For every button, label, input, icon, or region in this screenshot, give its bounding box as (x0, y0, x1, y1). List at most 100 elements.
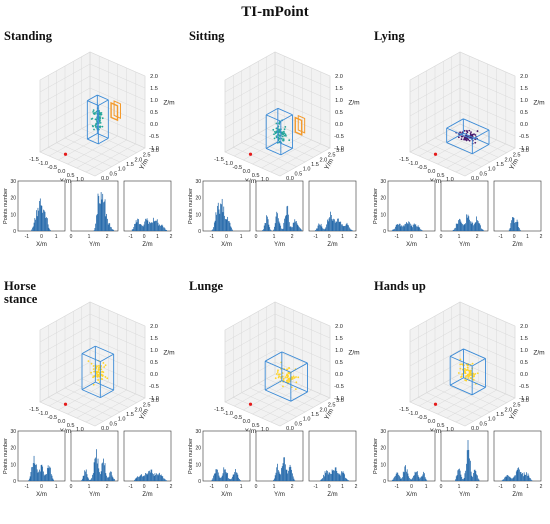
hist-bar (459, 218, 460, 231)
histograms: Points number 0 10 20 30 -1 0 1 X/m 0 1 2 Y/m -1 0 1 2 Z/… (3, 429, 173, 498)
grid-line (274, 111, 331, 137)
hist-bar (478, 479, 480, 481)
grid-line (89, 75, 146, 101)
point-cloud-point (282, 138, 285, 141)
y-tick-label: 0.5 (479, 171, 487, 177)
hist-bar (413, 223, 415, 231)
hist-bar (277, 218, 279, 231)
hist-bar (81, 480, 82, 481)
x-tick-label: 1.0 (261, 177, 269, 183)
hist-bar (337, 473, 338, 481)
grid-line (56, 142, 112, 167)
grid-line (274, 99, 331, 125)
hist-bar (269, 227, 271, 231)
hist-y-tick-label: 30 (10, 179, 16, 185)
grid-line (409, 373, 461, 403)
grid-line (241, 392, 297, 417)
y-tick-label: 3.0 (151, 148, 159, 154)
z-tick-label: 0.0 (520, 372, 528, 378)
hist-bar (468, 449, 470, 481)
y-tick-label: 1.0 (118, 417, 126, 423)
grid-line (39, 99, 91, 129)
point-cloud-point (293, 377, 296, 379)
hist-bar (164, 228, 166, 231)
hist-bar (465, 223, 467, 231)
hist-bar (299, 228, 301, 231)
hist-bar (455, 479, 456, 481)
hist-x-tick-label: 1 (156, 234, 159, 240)
hist-bar (37, 472, 39, 481)
grid-line (409, 337, 461, 367)
point-cloud-point (292, 375, 295, 378)
x-tick-label: 0.5 (437, 423, 445, 429)
hist-bar (38, 210, 40, 231)
grid-line (409, 123, 461, 153)
hist-bar (341, 224, 342, 231)
hist-bar (288, 222, 290, 231)
point-cloud-point (99, 121, 102, 124)
y-tick-label: 3.0 (521, 398, 529, 404)
point-cloud-point (273, 131, 276, 133)
grid-line (418, 147, 474, 172)
hist-bar (107, 224, 109, 231)
hist-x-tick-label: 0 (40, 234, 43, 240)
hist-x-tick-label: 0 (70, 484, 73, 490)
grid-line (224, 111, 276, 141)
hist-x-axis-label: X/m (36, 242, 47, 248)
x-axis-label: X/m (60, 178, 72, 185)
hist-bar (112, 229, 114, 231)
hist-bar (158, 225, 160, 231)
hist-y-axis-label: Points number (373, 438, 379, 474)
hist-bar (411, 478, 413, 481)
hist-bar (142, 225, 143, 231)
grid-line (266, 378, 322, 403)
hist-bar (510, 477, 512, 481)
hist-x-tick-label: -1 (395, 234, 400, 240)
point-cloud-point (106, 377, 109, 380)
x-tick-label: -1.0 (408, 161, 418, 167)
hist-bar (39, 469, 40, 481)
hist-bar (417, 475, 419, 481)
hist-bar (224, 469, 225, 481)
hist-bar (85, 469, 87, 481)
hist-bar (215, 212, 217, 231)
person-box-edge (290, 362, 308, 373)
hist-y-tick-label: 20 (380, 446, 386, 452)
hist-bar (217, 469, 218, 481)
hist-bar (166, 480, 168, 481)
z-tick-label: 1.0 (520, 348, 528, 354)
person-box-edge (449, 377, 464, 386)
hist-x-tick-label: 2 (170, 234, 173, 240)
hist-bar (322, 478, 324, 481)
hist-bar (96, 215, 97, 231)
point-cloud-point (466, 368, 469, 371)
hist-bar (43, 210, 45, 231)
point-cloud-point (474, 373, 477, 375)
grid-line (39, 325, 91, 355)
point-cloud-point (469, 370, 472, 373)
hist-y-tick-label: 20 (10, 196, 16, 202)
hist-bar (528, 475, 530, 481)
hist-bar (409, 478, 410, 481)
hist-bar (426, 480, 428, 481)
hist-bar (134, 478, 136, 481)
hist-bar (401, 478, 403, 481)
hist-bar (527, 473, 529, 481)
hist-bar (143, 476, 145, 481)
hist-bar (286, 206, 288, 231)
hist-x-tick-label: 2 (355, 484, 358, 490)
x-tick-label: 1.0 (446, 177, 454, 183)
hist-bar (28, 480, 29, 481)
z-tick-label: -0.5 (149, 384, 159, 390)
hist-bar (292, 222, 294, 231)
hist-bar (136, 222, 138, 231)
hist-bar (153, 221, 155, 231)
y-tick-label: 2.5 (513, 403, 521, 409)
hist-bar (274, 223, 276, 231)
y-tick-label: 1.5 (126, 162, 134, 168)
hist-x-tick-label: 0 (410, 484, 413, 490)
y-tick-label: 1.5 (126, 412, 134, 418)
hist-bar (293, 478, 295, 481)
hist-bar (150, 222, 152, 231)
y-axis-label: Y/m (323, 407, 335, 421)
